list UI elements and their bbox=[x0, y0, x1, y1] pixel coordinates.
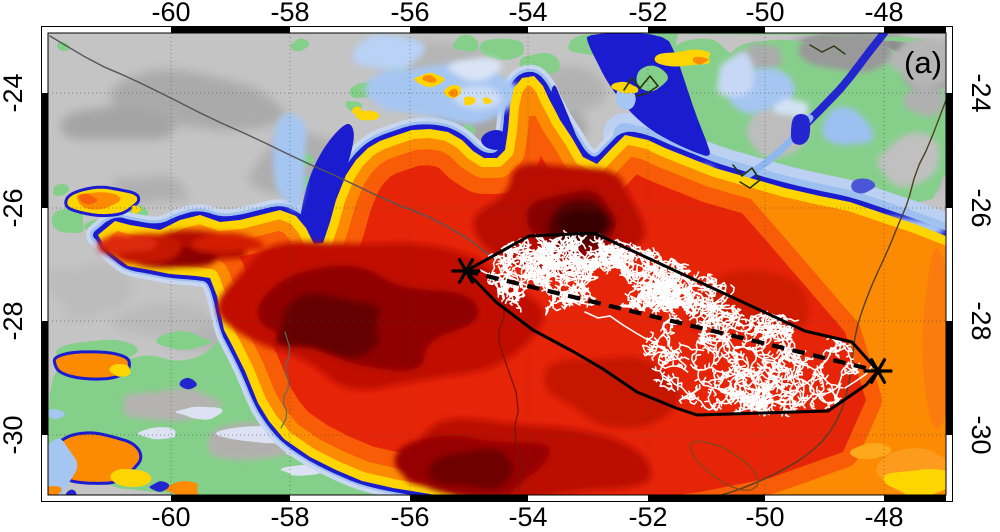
svg-text:-56: -56 bbox=[390, 502, 429, 532]
svg-text:-28: -28 bbox=[0, 301, 28, 340]
svg-text:-48: -48 bbox=[864, 0, 903, 27]
svg-text:(a): (a) bbox=[904, 45, 942, 80]
svg-text:-52: -52 bbox=[628, 502, 667, 532]
svg-text:-24: -24 bbox=[0, 73, 28, 112]
svg-text:-30: -30 bbox=[0, 415, 28, 454]
svg-text:-52: -52 bbox=[628, 0, 667, 27]
svg-text:-56: -56 bbox=[390, 0, 429, 27]
svg-text:-48: -48 bbox=[864, 502, 903, 532]
svg-text:-24: -24 bbox=[966, 73, 996, 112]
svg-text:-50: -50 bbox=[745, 502, 784, 532]
svg-text:-60: -60 bbox=[151, 0, 190, 27]
svg-text:-54: -54 bbox=[508, 0, 547, 27]
svg-text:-58: -58 bbox=[270, 502, 309, 532]
svg-text:-28: -28 bbox=[966, 301, 996, 340]
svg-text:-26: -26 bbox=[966, 188, 996, 227]
svg-text:-60: -60 bbox=[151, 502, 190, 532]
svg-text:-50: -50 bbox=[745, 0, 784, 27]
svg-text:-54: -54 bbox=[508, 502, 547, 532]
svg-text:-30: -30 bbox=[966, 415, 996, 454]
svg-text:-58: -58 bbox=[270, 0, 309, 27]
svg-text:-26: -26 bbox=[0, 188, 28, 227]
